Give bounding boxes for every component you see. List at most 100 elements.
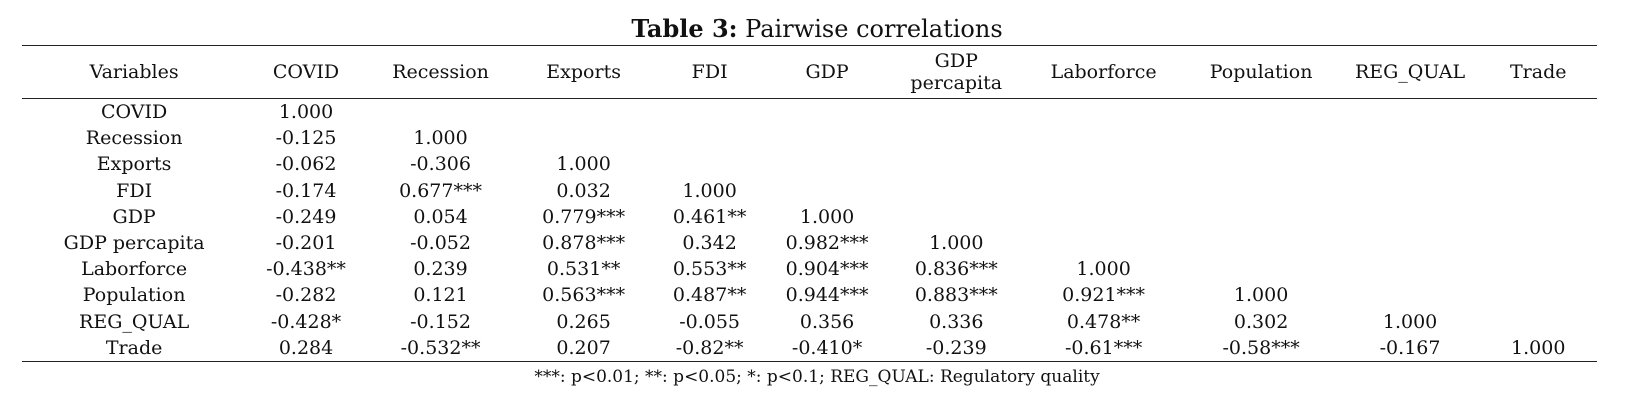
table-cell [767, 151, 887, 177]
column-header-laborforce: Laborforce [1050, 61, 1157, 83]
table-row: FDI -0.174 0.677*** 0.032 1.000 [22, 178, 1597, 204]
table-cell: 0.487** [672, 284, 747, 307]
column-header-gdp-percapita-text: GDP percapita [910, 50, 1003, 94]
table-cell [1341, 151, 1480, 177]
column-header-exports: Exports [546, 61, 621, 83]
table-cell: 1.000 [799, 205, 855, 228]
table-cell [767, 125, 887, 151]
table-cell [1479, 230, 1597, 256]
table-cell [1479, 151, 1597, 177]
table-cell [366, 99, 515, 126]
table-row: Recession -0.125 1.000 [22, 125, 1597, 151]
column-header-fdi: FDI [691, 61, 728, 83]
table-cell: -0.055 [679, 310, 741, 333]
row-label: COVID [100, 101, 168, 124]
table-cell: -0.306 [410, 153, 471, 176]
table-row: Laborforce -0.438** 0.239 0.531** 0.553*… [22, 256, 1597, 282]
table-cell: 0.677*** [399, 179, 482, 202]
table-cell: -0.062 [275, 153, 337, 176]
table-body: COVID 1.000 Recession -0.125 1.000 [22, 99, 1597, 362]
table-cell [652, 99, 767, 126]
table-cell [887, 204, 1026, 230]
table-cell [1341, 125, 1480, 151]
table-cell [1479, 256, 1597, 282]
table-cell: 0.478** [1066, 310, 1141, 333]
table-cell: -0.438** [266, 258, 346, 281]
table-cell: -0.052 [410, 232, 471, 255]
table-cell: 0.207 [556, 336, 611, 359]
table-cell: -0.410* [791, 336, 863, 359]
table-cell: -0.532** [400, 336, 481, 359]
table-cell: 0.878*** [542, 232, 626, 255]
table-cell [1479, 178, 1597, 204]
table-cell: 1.000 [556, 153, 611, 176]
table-cell: 0.342 [682, 232, 737, 255]
table-cell [1341, 256, 1480, 282]
table-cell: 0.883*** [914, 284, 998, 307]
table-cell: -0.201 [275, 232, 337, 255]
table-cell [1479, 309, 1597, 335]
table-cell [1026, 99, 1182, 126]
table-cell [1341, 99, 1480, 126]
table-cell: 0.779*** [542, 205, 626, 228]
column-header-trade: Trade [1509, 61, 1567, 83]
row-label: GDP [112, 205, 156, 228]
row-label: REG_QUAL [79, 310, 190, 333]
table-cell: 1.000 [1511, 336, 1566, 359]
table-cell: -0.174 [275, 179, 337, 202]
table-cell: 1.000 [1233, 284, 1289, 307]
table-row: GDP -0.249 0.054 0.779*** 0.461** 1.000 [22, 204, 1597, 230]
row-label: Trade [105, 336, 163, 359]
table-cell: -0.239 [925, 336, 987, 359]
table-caption-label: Table 3: [631, 14, 738, 43]
table-cell [887, 178, 1026, 204]
row-label: GDP percapita [63, 232, 205, 255]
table-footnote: ***: p<0.01; **: p<0.05; *: p<0.1; REG_Q… [534, 367, 1100, 387]
table-cell [1182, 230, 1341, 256]
table-cell: -0.82** [675, 336, 744, 359]
table-cell: 0.302 [1233, 310, 1289, 333]
table-row: Exports -0.062 -0.306 1.000 [22, 151, 1597, 177]
table-cell [1182, 99, 1341, 126]
row-label: FDI [116, 179, 153, 202]
table-cell: 0.336 [929, 310, 984, 333]
table-cell: -0.58*** [1222, 336, 1300, 359]
table-cell: -0.428* [270, 310, 342, 333]
table-cell: 0.836*** [914, 258, 998, 281]
table-cell: 0.982*** [785, 232, 869, 255]
row-label: Exports [96, 153, 172, 176]
table-cell: -0.125 [275, 127, 337, 150]
column-header-gdp-percapita: GDP percapita [887, 46, 1026, 99]
row-label: Recession [85, 127, 183, 150]
table-cell: -0.61*** [1065, 336, 1143, 359]
table-cell: 0.921*** [1062, 284, 1146, 307]
table-row: REG_QUAL -0.428* -0.152 0.265 -0.055 0.3… [22, 309, 1597, 335]
table-cell [1026, 125, 1182, 151]
row-label: Laborforce [81, 258, 188, 281]
table-row: Population -0.282 0.121 0.563*** 0.487**… [22, 282, 1597, 308]
row-label: Population [82, 284, 186, 307]
table-cell: 0.284 [278, 336, 334, 359]
table-cell: 0.356 [799, 310, 855, 333]
table-cell [887, 99, 1026, 126]
table-cell [1341, 204, 1480, 230]
column-header-recession: Recession [392, 61, 489, 83]
table-cell [1182, 178, 1341, 204]
table-cell: -0.282 [275, 284, 337, 307]
table-cell: 1.000 [929, 232, 984, 255]
table-cell: -0.167 [1379, 336, 1441, 359]
table-cell: 0.904*** [785, 258, 869, 281]
table-cell: 0.032 [556, 179, 611, 202]
column-header-gdp: GDP [805, 61, 849, 83]
table-cell [652, 125, 767, 151]
column-header-population: Population [1209, 61, 1313, 83]
table-cell [1182, 151, 1341, 177]
table-cell [1479, 204, 1597, 230]
table-header: Variables COVID Recession Exports FDI GD… [22, 45, 1597, 99]
table-cell [1182, 125, 1341, 151]
table-cell: -0.152 [410, 310, 471, 333]
table-cell [1182, 204, 1341, 230]
table-cell: 0.563*** [542, 284, 626, 307]
header-row: Variables COVID Recession Exports FDI GD… [22, 45, 1597, 99]
table-cell [1479, 99, 1597, 126]
